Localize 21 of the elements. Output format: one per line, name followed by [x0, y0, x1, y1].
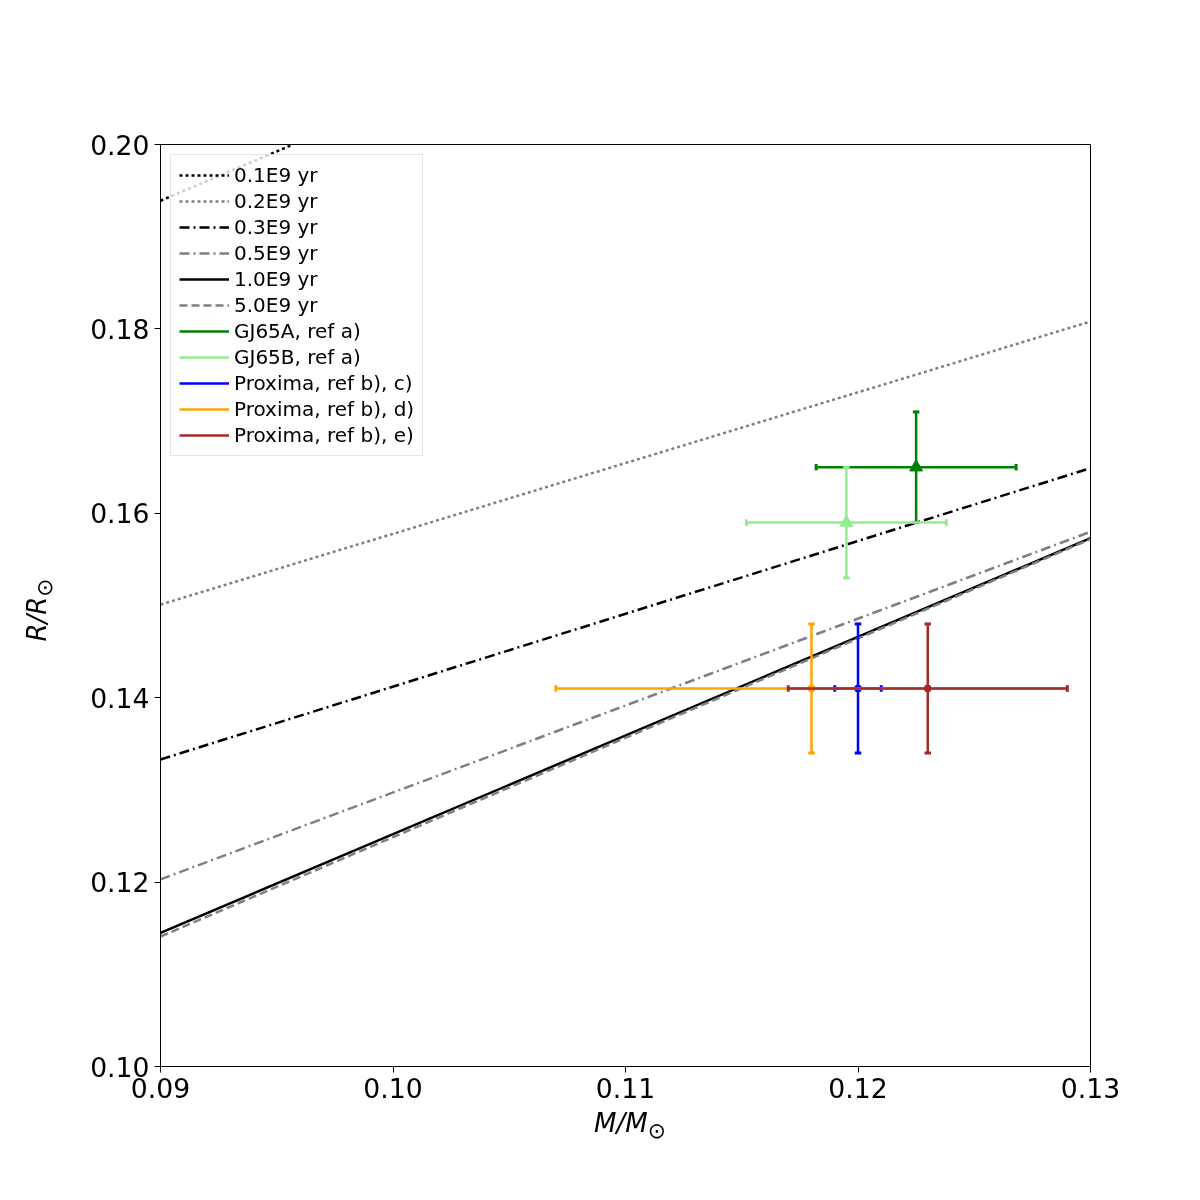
legend-label: GJ65A, ref a): [234, 319, 361, 343]
y-tick-label: 0.14: [90, 682, 150, 714]
x-tick-label: 0.10: [363, 1072, 423, 1104]
y-tick-label: 0.20: [90, 129, 150, 161]
legend-label: 0.2E9 yr: [234, 189, 318, 213]
y-tick-label: 0.16: [90, 498, 150, 530]
legend-label: 0.3E9 yr: [234, 215, 318, 239]
legend-label: Proxima, ref b), d): [234, 397, 415, 421]
x-axis-title: M/M$_{⊙}$: [594, 1108, 666, 1144]
legend-label: 0.5E9 yr: [234, 241, 318, 265]
legend-label: 1.0E9 yr: [234, 267, 318, 291]
y-tick-label: 0.12: [90, 867, 150, 899]
legend-label: Proxima, ref b), e): [234, 423, 414, 447]
legend-label: GJ65B, ref a): [234, 345, 361, 369]
legend-label: 0.1E9 yr: [234, 163, 318, 187]
y-tick-label: 0.18: [90, 313, 150, 345]
x-tick-label: 0.13: [1060, 1072, 1121, 1104]
x-tick-label: 0.12: [828, 1072, 888, 1104]
legend-label: Proxima, ref b), c): [234, 371, 413, 395]
x-tick-label: 0.11: [595, 1072, 656, 1104]
legend-label: 5.0E9 yr: [234, 293, 318, 317]
